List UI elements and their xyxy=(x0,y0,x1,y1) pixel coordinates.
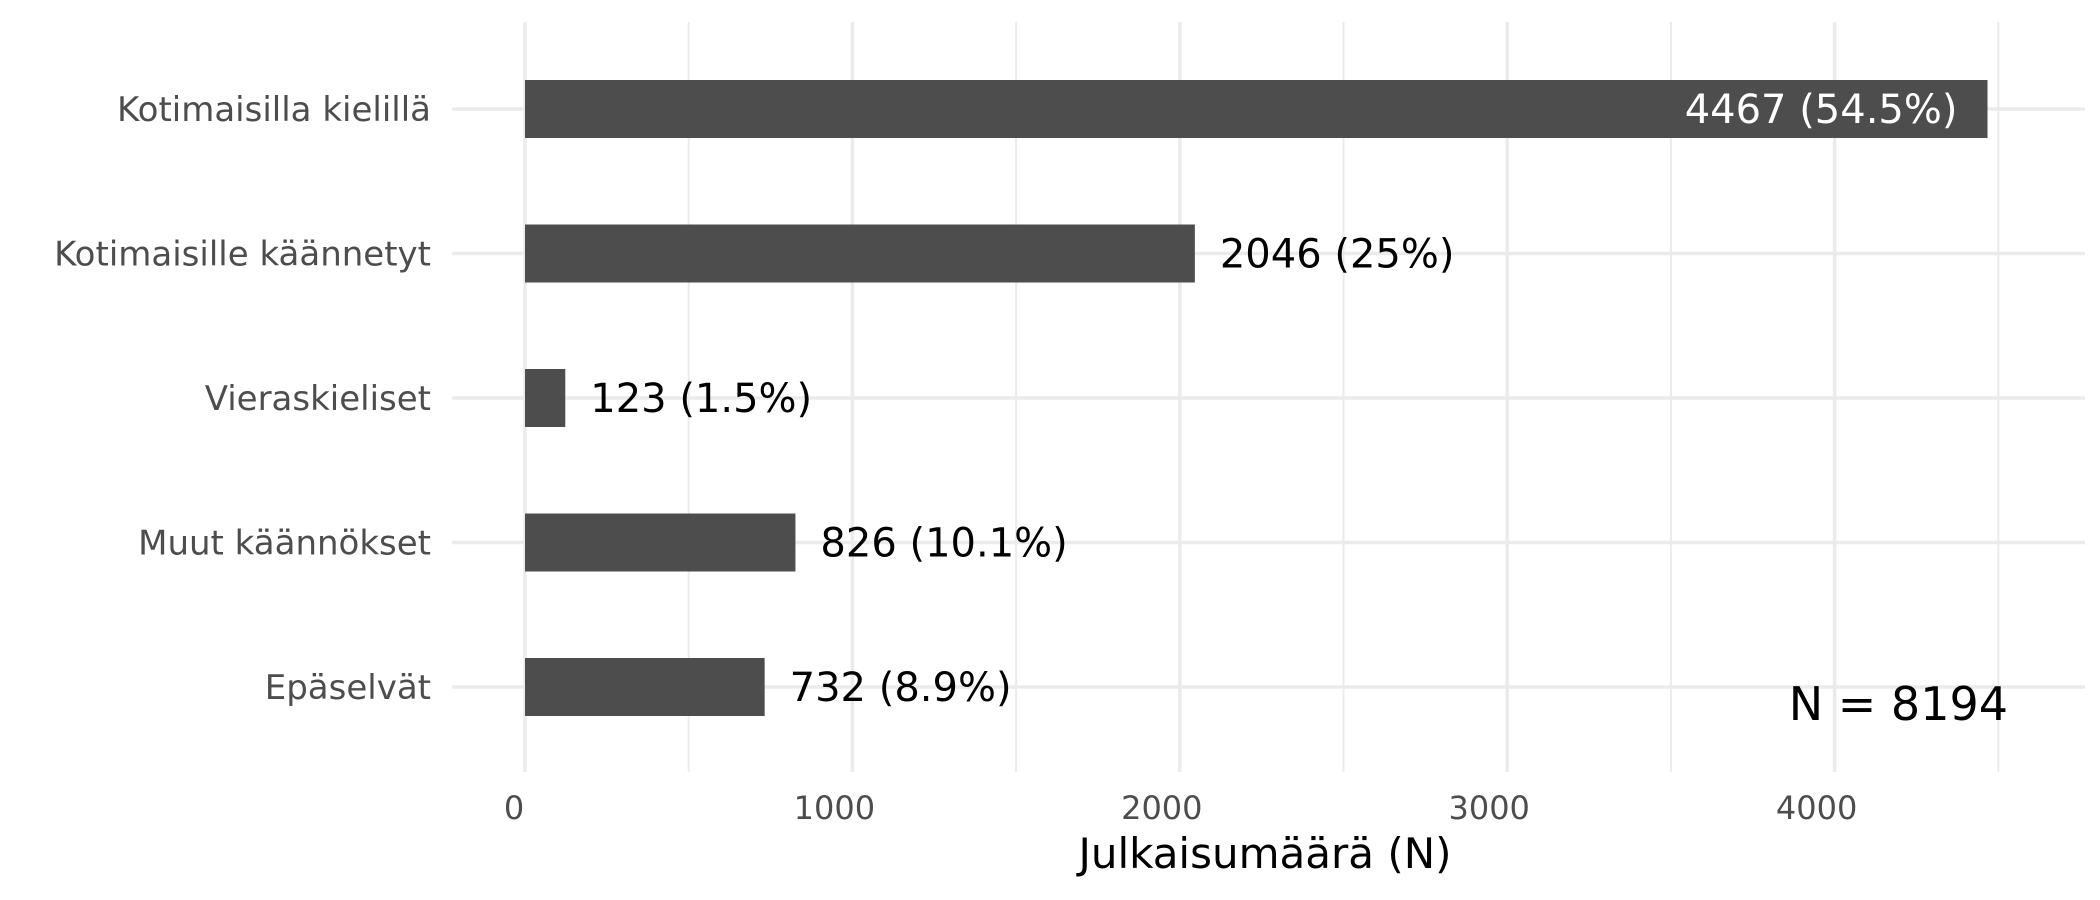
x-axis-ticks: 0 1000 2000 3000 4000 xyxy=(504,789,1857,827)
y-axis-labels: Kotimaisilla kielillä Kotimaisille käänne… xyxy=(54,90,431,708)
bar-value-label: 2046 (25%) xyxy=(1220,232,1455,278)
bar xyxy=(525,658,765,716)
bar xyxy=(525,369,566,427)
y-category-label: Vieraskieliset xyxy=(205,379,431,419)
bar-value-label: 732 (8.9%) xyxy=(790,665,1012,711)
total-count-annotation: N = 8194 xyxy=(1789,677,2008,731)
x-tick-label: 0 xyxy=(504,789,524,827)
bar xyxy=(525,80,1988,138)
x-tick-label: 2000 xyxy=(1121,789,1202,827)
x-tick-label: 4000 xyxy=(1776,789,1857,827)
bar xyxy=(525,224,1195,283)
bar-labels: 4467 (54.5%) 2046 (25%) 123 (1.5%) 826 (10.… xyxy=(590,87,1957,711)
y-category-label: Kotimaisilla kielillä xyxy=(117,90,431,130)
bar-value-label: 4467 (54.5%) xyxy=(1685,87,1958,133)
y-category-label: Muut käännökset xyxy=(138,524,431,564)
x-tick-label: 1000 xyxy=(794,789,875,827)
bar xyxy=(525,513,796,572)
x-tick-label: 3000 xyxy=(1448,789,1529,827)
bar-value-label: 826 (10.1%) xyxy=(820,521,1067,567)
bars xyxy=(525,80,1988,716)
y-category-label: Kotimaisille käännetyt xyxy=(54,235,431,275)
y-category-label: Epäselvät xyxy=(265,668,431,708)
bar-value-label: 123 (1.5%) xyxy=(590,376,812,422)
x-axis-title: Julkaisumäärä (N) xyxy=(1075,829,1451,878)
